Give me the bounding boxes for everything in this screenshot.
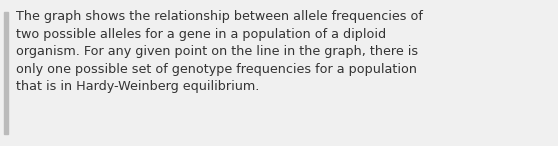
Text: The graph shows the relationship between allele frequencies of
two possible alle: The graph shows the relationship between… bbox=[16, 10, 422, 93]
Bar bbox=[4, 12, 8, 134]
